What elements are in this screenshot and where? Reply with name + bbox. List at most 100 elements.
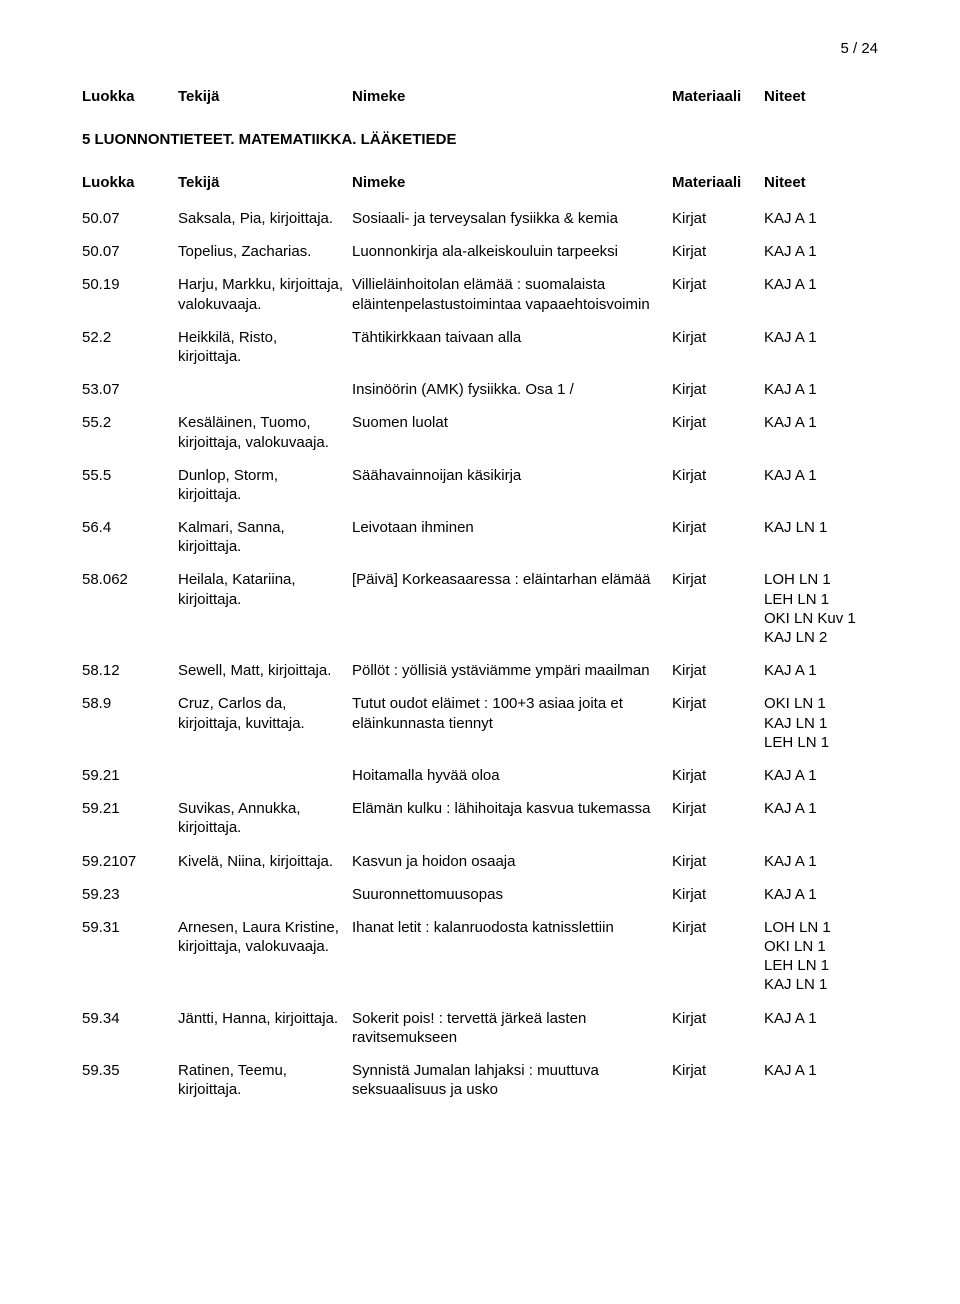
cell-materiaali: Kirjat <box>672 570 764 589</box>
table-row: 50.19Harju, Markku, kirjoittaja, valokuv… <box>82 275 878 313</box>
cell-materiaali: Kirjat <box>672 466 764 485</box>
niteet-line: KAJ A 1 <box>764 1061 878 1080</box>
cell-nimeke: Tähtikirkkaan taivaan alla <box>352 328 672 347</box>
cell-tekija: Jäntti, Hanna, kirjoittaja. <box>178 1009 352 1028</box>
cell-luokka: 55.2 <box>82 413 178 432</box>
page: 5 / 24 Luokka Tekijä Nimeke Materiaali N… <box>0 0 960 1173</box>
cell-luokka: 59.34 <box>82 1009 178 1028</box>
table-row: 59.34Jäntti, Hanna, kirjoittaja.Sokerit … <box>82 1009 878 1047</box>
niteet-line: KAJ A 1 <box>764 852 878 871</box>
cell-nimeke: Suomen luolat <box>352 413 672 432</box>
cell-materiaali: Kirjat <box>672 209 764 228</box>
subheader-materiaali: Materiaali <box>672 174 764 191</box>
table-row: 58.9Cruz, Carlos da, kirjoittaja, kuvitt… <box>82 694 878 752</box>
niteet-line: KAJ A 1 <box>764 661 878 680</box>
subheader-niteet: Niteet <box>764 174 878 191</box>
table-row: 50.07Saksala, Pia, kirjoittaja.Sosiaali-… <box>82 209 878 228</box>
cell-tekija: Kesäläinen, Tuomo, kirjoittaja, valokuva… <box>178 413 352 451</box>
niteet-line: KAJ A 1 <box>764 209 878 228</box>
cell-luokka: 50.19 <box>82 275 178 294</box>
table-row: 59.2107Kivelä, Niina, kirjoittaja.Kasvun… <box>82 852 878 871</box>
table-subheader-row: Luokka Tekijä Nimeke Materiaali Niteet <box>82 174 878 191</box>
cell-nimeke: Sosiaali- ja terveysalan fysiikka & kemi… <box>352 209 672 228</box>
header-materiaali: Materiaali <box>672 88 764 105</box>
section-title: 5 LUONNONTIETEET. MATEMATIIKKA. LÄÄKETIE… <box>82 131 878 148</box>
niteet-line: KAJ A 1 <box>764 328 878 347</box>
table-row: 55.5Dunlop, Storm, kirjoittaja.Säähavain… <box>82 466 878 504</box>
cell-luokka: 58.9 <box>82 694 178 713</box>
cell-tekija: Harju, Markku, kirjoittaja, valokuvaaja. <box>178 275 352 313</box>
cell-luokka: 59.23 <box>82 885 178 904</box>
niteet-line: LOH LN 1 <box>764 918 878 937</box>
cell-nimeke: Villieläinhoitolan elämää : suomalaista … <box>352 275 672 313</box>
cell-luokka: 59.31 <box>82 918 178 937</box>
cell-niteet: KAJ A 1 <box>764 380 878 399</box>
cell-luokka: 58.12 <box>82 661 178 680</box>
table-row: 58.062Heilala, Katariina, kirjoittaja.[P… <box>82 570 878 647</box>
niteet-line: KAJ LN 1 <box>764 975 878 994</box>
cell-materiaali: Kirjat <box>672 766 764 785</box>
cell-luokka: 50.07 <box>82 242 178 261</box>
niteet-line: KAJ A 1 <box>764 1009 878 1028</box>
table-row: 59.21Hoitamalla hyvää oloaKirjatKAJ A 1 <box>82 766 878 785</box>
cell-niteet: KAJ A 1 <box>764 1009 878 1028</box>
cell-niteet: KAJ A 1 <box>764 242 878 261</box>
niteet-line: LOH LN 1 <box>764 570 878 589</box>
cell-materiaali: Kirjat <box>672 1061 764 1080</box>
cell-luokka: 53.07 <box>82 380 178 399</box>
cell-nimeke: Suuronnettomuusopas <box>352 885 672 904</box>
cell-tekija: Ratinen, Teemu, kirjoittaja. <box>178 1061 352 1099</box>
cell-luokka: 59.2107 <box>82 852 178 871</box>
cell-materiaali: Kirjat <box>672 694 764 713</box>
cell-niteet: KAJ A 1 <box>764 209 878 228</box>
cell-nimeke: Säähavainnoijan käsikirja <box>352 466 672 485</box>
cell-niteet: KAJ A 1 <box>764 1061 878 1080</box>
cell-nimeke: Insinöörin (AMK) fysiikka. Osa 1 / <box>352 380 672 399</box>
cell-tekija: Heikkilä, Risto, kirjoittaja. <box>178 328 352 366</box>
cell-materiaali: Kirjat <box>672 661 764 680</box>
header-luokka: Luokka <box>82 88 178 105</box>
cell-materiaali: Kirjat <box>672 1009 764 1028</box>
niteet-line: LEH LN 1 <box>764 590 878 609</box>
niteet-line: KAJ A 1 <box>764 466 878 485</box>
cell-luokka: 50.07 <box>82 209 178 228</box>
cell-luokka: 58.062 <box>82 570 178 589</box>
niteet-line: KAJ LN 2 <box>764 628 878 647</box>
cell-luokka: 59.21 <box>82 799 178 818</box>
cell-nimeke: Pöllöt : yöllisiä ystäviämme ympäri maai… <box>352 661 672 680</box>
table-row: 58.12Sewell, Matt, kirjoittaja.Pöllöt : … <box>82 661 878 680</box>
cell-niteet: KAJ A 1 <box>764 466 878 485</box>
niteet-line: KAJ A 1 <box>764 413 878 432</box>
cell-tekija: Arnesen, Laura Kristine, kirjoittaja, va… <box>178 918 352 956</box>
cell-luokka: 59.35 <box>82 1061 178 1080</box>
cell-tekija: Suvikas, Annukka, kirjoittaja. <box>178 799 352 837</box>
cell-luokka: 59.21 <box>82 766 178 785</box>
niteet-line: OKI LN 1 <box>764 937 878 956</box>
subheader-nimeke: Nimeke <box>352 174 672 191</box>
cell-niteet: KAJ A 1 <box>764 852 878 871</box>
cell-materiaali: Kirjat <box>672 518 764 537</box>
niteet-line: KAJ A 1 <box>764 380 878 399</box>
table-row: 59.31Arnesen, Laura Kristine, kirjoittaj… <box>82 918 878 995</box>
niteet-line: OKI LN Kuv 1 <box>764 609 878 628</box>
cell-materiaali: Kirjat <box>672 380 764 399</box>
cell-niteet: KAJ A 1 <box>764 328 878 347</box>
table-row: 59.21Suvikas, Annukka, kirjoittaja.Elämä… <box>82 799 878 837</box>
cell-tekija: Heilala, Katariina, kirjoittaja. <box>178 570 352 608</box>
cell-luokka: 55.5 <box>82 466 178 485</box>
table-row: 59.35Ratinen, Teemu, kirjoittaja.Synnist… <box>82 1061 878 1099</box>
cell-tekija: Sewell, Matt, kirjoittaja. <box>178 661 352 680</box>
cell-niteet: KAJ A 1 <box>764 661 878 680</box>
cell-nimeke: [Päivä] Korkeasaaressa : eläintarhan elä… <box>352 570 672 589</box>
cell-materiaali: Kirjat <box>672 328 764 347</box>
cell-tekija: Dunlop, Storm, kirjoittaja. <box>178 466 352 504</box>
niteet-line: LEH LN 1 <box>764 956 878 975</box>
page-number: 5 / 24 <box>840 40 878 57</box>
header-niteet: Niteet <box>764 88 878 105</box>
niteet-line: KAJ A 1 <box>764 766 878 785</box>
table-body: 50.07Saksala, Pia, kirjoittaja.Sosiaali-… <box>82 209 878 1099</box>
niteet-line: LEH LN 1 <box>764 733 878 752</box>
table-header-row: Luokka Tekijä Nimeke Materiaali Niteet <box>82 88 878 105</box>
cell-nimeke: Kasvun ja hoidon osaaja <box>352 852 672 871</box>
table-row: 56.4Kalmari, Sanna, kirjoittaja.Leivotaa… <box>82 518 878 556</box>
